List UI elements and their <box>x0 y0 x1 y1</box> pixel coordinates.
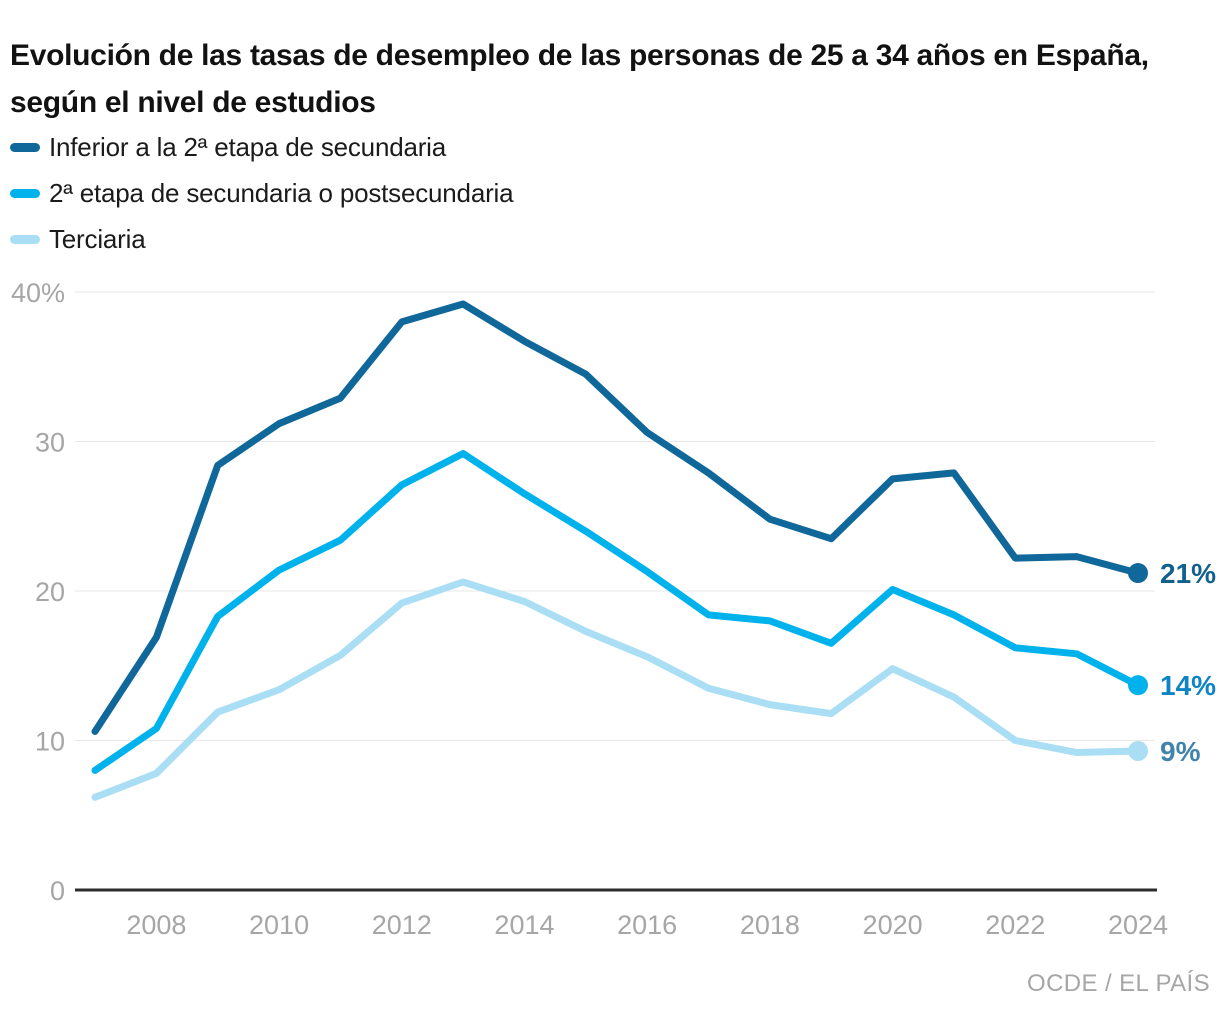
legend-swatch-icon <box>10 234 40 244</box>
series-end-dot-secundaria-postsecundaria <box>1128 675 1148 696</box>
x-tick-label-2012: 2012 <box>372 910 432 940</box>
legend-swatch-icon <box>10 188 40 198</box>
series-line-secundaria-postsecundaria <box>91 450 1142 774</box>
legend-item-terciaria: Terciaria <box>10 216 513 262</box>
legend-item-secundaria-postsecundaria: 2ª etapa de secundaria o postsecundaria <box>10 170 514 216</box>
x-tick-label-2020: 2020 <box>863 910 923 940</box>
series-end-label-secundaria-postsecundaria: 14% <box>1160 670 1216 701</box>
y-tick-label-30: 30 <box>35 428 65 458</box>
series-line-inferior-secundaria <box>91 300 1142 735</box>
y-tick-label-10: 10 <box>35 727 65 757</box>
series-end-dot-terciaria <box>1128 740 1148 761</box>
chart-title: Evolución de las tasas de desempleo de l… <box>10 39 1149 120</box>
y-tick-label-0: 0 <box>50 876 65 906</box>
legend-label: 2ª etapa de secundaria o postsecundaria <box>49 177 514 208</box>
series-end-label-terciaria: 9% <box>1160 736 1201 767</box>
legend-item-inferior-secundaria: Inferior a la 2ª etapa de secundaria <box>10 124 513 170</box>
source-credit: OCDE / EL PAÍS <box>1027 970 1210 997</box>
x-tick-label-2016: 2016 <box>617 910 677 940</box>
y-tick-label-20: 20 <box>35 577 65 607</box>
legend-label: Inferior a la 2ª etapa de secundaria <box>49 131 447 162</box>
series-end-label-inferior-secundaria: 21% <box>1160 558 1216 589</box>
x-tick-label-2024: 2024 <box>1108 910 1168 940</box>
legend-label: Terciaria <box>49 223 146 254</box>
x-tick-label-2018: 2018 <box>740 910 800 940</box>
y-tick-label-40: 40% <box>11 278 65 308</box>
x-tick-label-2008: 2008 <box>126 910 186 940</box>
x-tick-label-2022: 2022 <box>985 910 1045 940</box>
series-line-terciaria <box>91 578 1142 801</box>
legend-swatch-icon <box>10 142 40 152</box>
x-tick-label-2010: 2010 <box>249 910 309 940</box>
x-tick-label-2014: 2014 <box>494 910 554 940</box>
legend: Inferior a la 2ª etapa de secundaria 2ª … <box>10 124 514 262</box>
series-end-dot-inferior-secundaria <box>1128 563 1148 584</box>
